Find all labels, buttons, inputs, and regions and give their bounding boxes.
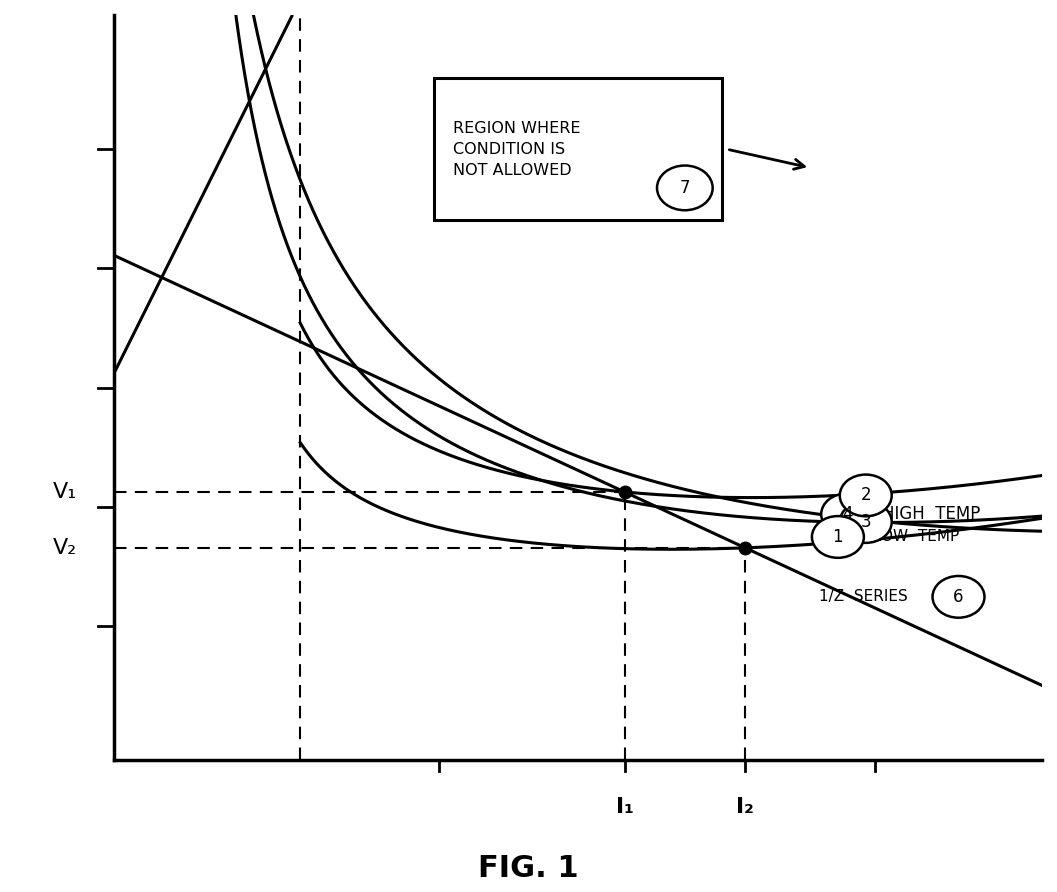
Text: 6: 6 (953, 588, 964, 606)
Text: 1: 1 (833, 528, 843, 546)
Text: 4: 4 (842, 505, 852, 524)
Text: FIG. 1: FIG. 1 (478, 854, 579, 883)
Text: 2: 2 (860, 486, 871, 505)
Circle shape (932, 576, 984, 617)
Circle shape (839, 501, 892, 543)
Circle shape (812, 516, 864, 558)
Circle shape (821, 493, 873, 535)
Text: HIGH  TEMP: HIGH TEMP (883, 505, 981, 524)
Text: REGION WHERE
CONDITION IS
NOT ALLOWED: REGION WHERE CONDITION IS NOT ALLOWED (452, 120, 580, 178)
Text: V₁: V₁ (53, 482, 77, 502)
Circle shape (657, 166, 712, 211)
Text: LOW  TEMP: LOW TEMP (873, 530, 960, 544)
Circle shape (839, 475, 892, 516)
Text: 3: 3 (860, 513, 871, 531)
Text: 1/Z  SERIES: 1/Z SERIES (819, 590, 908, 605)
Text: V₂: V₂ (53, 538, 77, 558)
Text: I₂: I₂ (736, 797, 754, 817)
Text: I₁: I₁ (615, 797, 633, 817)
FancyBboxPatch shape (434, 78, 722, 220)
Text: 7: 7 (680, 179, 690, 197)
